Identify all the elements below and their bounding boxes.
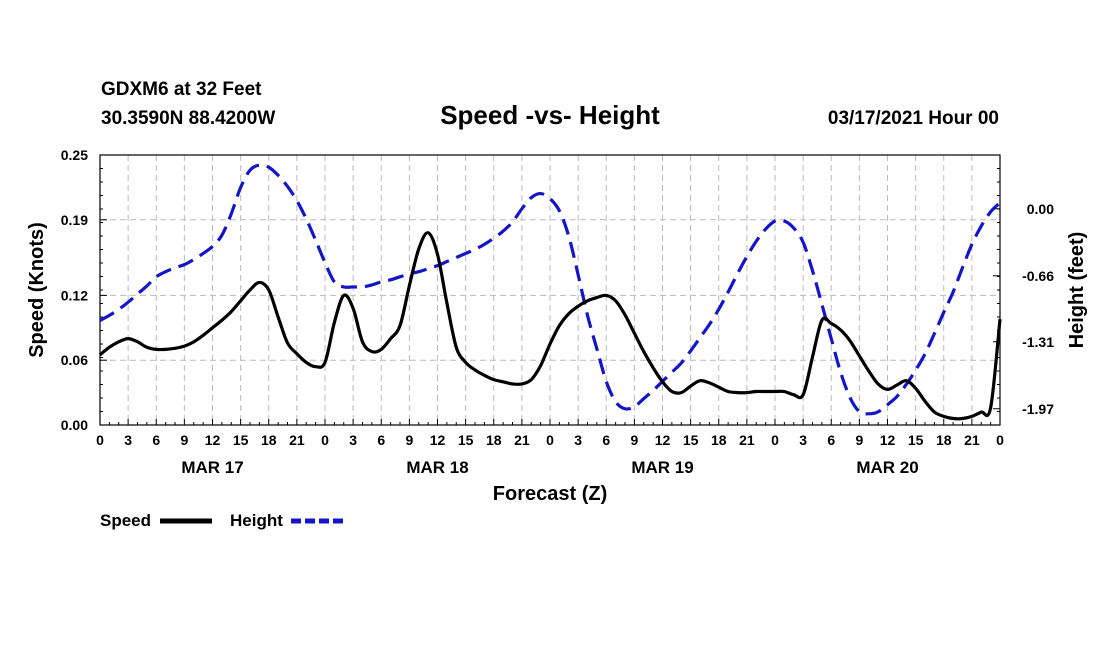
x-tick-label: 6 xyxy=(602,432,610,448)
x-tick-label: 9 xyxy=(405,432,413,448)
chart-title: Speed -vs- Height xyxy=(440,100,660,130)
x-tick-label: 18 xyxy=(936,432,952,448)
legend-height-label: Height xyxy=(230,511,283,530)
y2-tick-label: 0.00 xyxy=(1027,201,1054,217)
x-tick-label: 6 xyxy=(827,432,835,448)
x-tick-label: 6 xyxy=(377,432,385,448)
x-tick-label: 21 xyxy=(739,432,755,448)
datetime-label: 03/17/2021 Hour 00 xyxy=(828,108,999,129)
day-label: MAR 20 xyxy=(856,458,918,477)
x-tick-label: 6 xyxy=(152,432,160,448)
x-tick-label: 15 xyxy=(683,432,699,448)
x-tick-label: 9 xyxy=(180,432,188,448)
y-tick-label: 0.06 xyxy=(61,352,88,368)
x-tick-label: 0 xyxy=(996,432,1004,448)
x-tick-label: 21 xyxy=(514,432,530,448)
day-label: MAR 17 xyxy=(181,458,243,477)
x-tick-label: 12 xyxy=(655,432,671,448)
y2-tick-label: -1.31 xyxy=(1022,334,1054,350)
y2-tick-label: -1.97 xyxy=(1022,401,1054,417)
x-axis-title: Forecast (Z) xyxy=(493,483,607,505)
x-tick-label: 12 xyxy=(205,432,221,448)
series-lines xyxy=(98,163,1002,421)
x-tick-label: 9 xyxy=(855,432,863,448)
y2-tick-label: -0.66 xyxy=(1022,268,1054,284)
x-tick-label: 3 xyxy=(124,432,132,448)
plot-frame xyxy=(99,154,1001,426)
x-tick-label: 12 xyxy=(880,432,896,448)
x-tick-label: 18 xyxy=(711,432,727,448)
x-tick-label: 12 xyxy=(430,432,446,448)
station-label: GDXM6 at 32 Feet xyxy=(101,79,262,100)
x-tick-label: 0 xyxy=(321,432,329,448)
x-tick-label: 15 xyxy=(908,432,924,448)
x-tick-label: 18 xyxy=(261,432,277,448)
x-tick-label: 15 xyxy=(233,432,249,448)
y2-axis-title: Height (feet) xyxy=(1066,232,1088,349)
y-tick-label: 0.12 xyxy=(61,287,88,303)
y-tick-label: 0.25 xyxy=(61,147,88,163)
height-series-line xyxy=(99,163,1002,416)
x-tick-label: 21 xyxy=(964,432,980,448)
tick-labels: 0 3 6 9 12 15 18 21 0 3 6 9 12 15 18 21 0 3 6 9 12 15 18 21 0 3 6 9… xyxy=(61,147,1054,477)
x-tick-label: 3 xyxy=(349,432,357,448)
day-label: MAR 18 xyxy=(406,458,468,477)
day-label: MAR 19 xyxy=(631,458,693,477)
x-tick-label: 3 xyxy=(574,432,582,448)
x-tick-label: 0 xyxy=(96,432,104,448)
x-tick-label: 18 xyxy=(486,432,502,448)
x-tick-label: 0 xyxy=(546,432,554,448)
location-label: 30.3590N 88.4200W xyxy=(101,108,275,129)
x-tick-label: 15 xyxy=(458,432,474,448)
speed-series-line xyxy=(98,231,1002,421)
y-tick-label: 0.00 xyxy=(61,417,88,433)
x-tick-label: 3 xyxy=(799,432,807,448)
x-tick-label: 9 xyxy=(630,432,638,448)
y-tick-label: 0.19 xyxy=(61,212,88,228)
grid-lines xyxy=(100,155,1000,425)
x-tick-label: 21 xyxy=(289,432,305,448)
legend-speed-label: Speed xyxy=(100,511,151,530)
x-tick-label: 0 xyxy=(771,432,779,448)
y-axis-title: Speed (Knots) xyxy=(26,222,48,358)
